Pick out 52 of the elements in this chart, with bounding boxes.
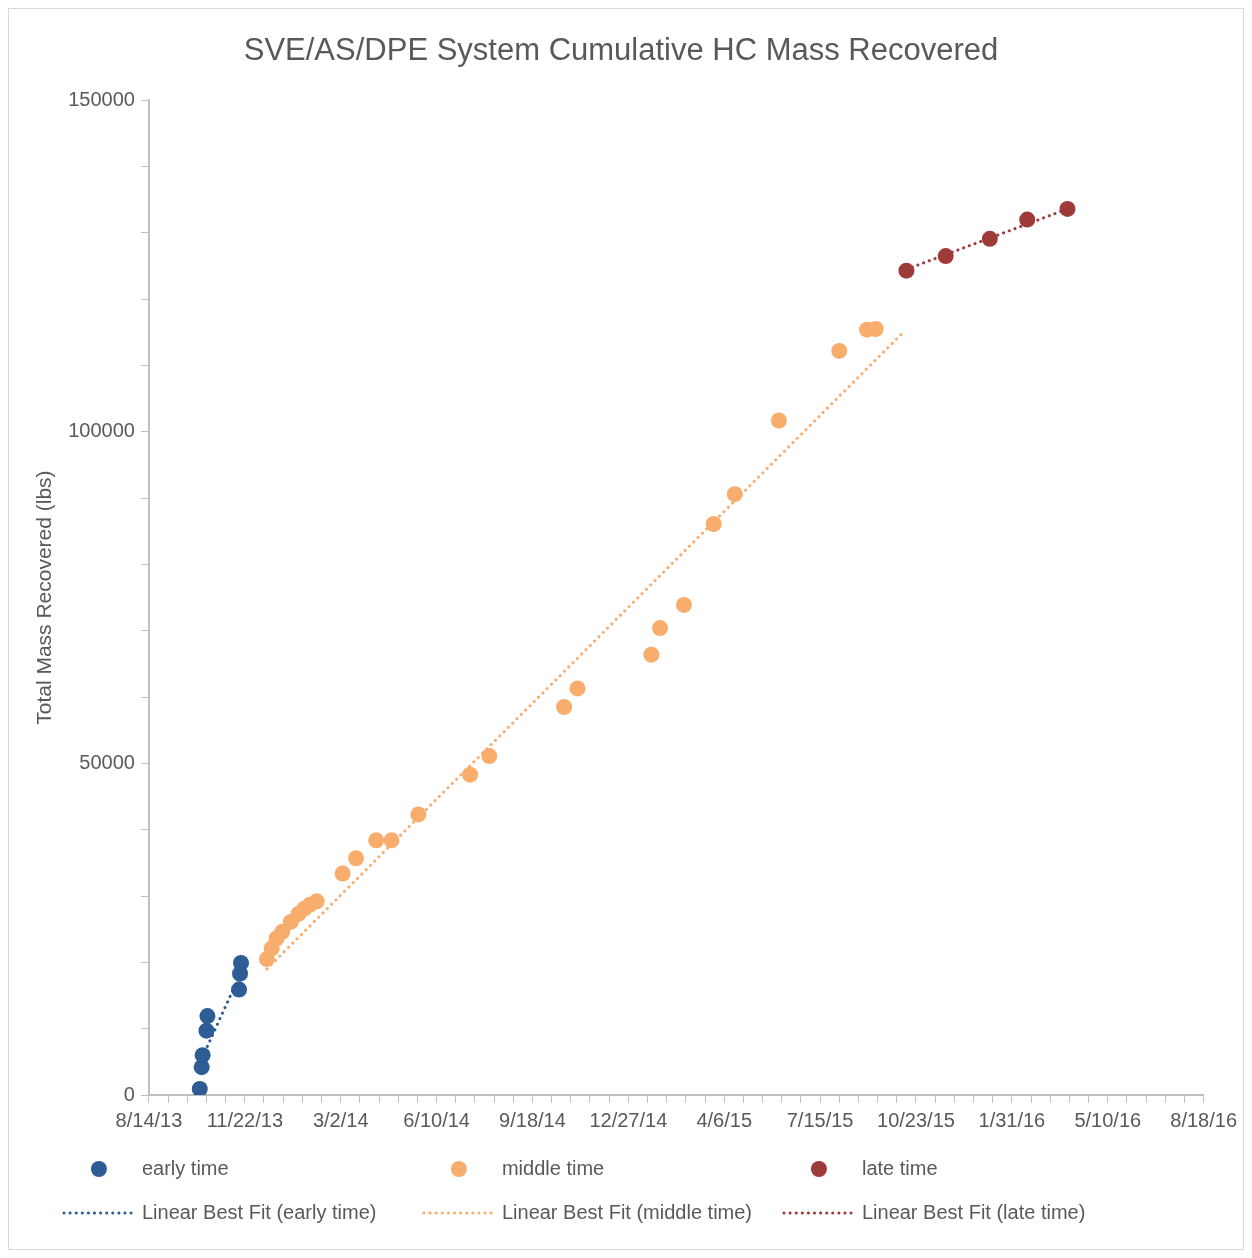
y-tick-label: 150000	[68, 87, 135, 110]
x-tick-label: 6/10/14	[403, 1108, 470, 1131]
point	[231, 981, 248, 998]
legend-label: Linear Best Fit (early time)	[141, 1200, 377, 1223]
point	[937, 248, 954, 265]
point	[481, 748, 498, 765]
point	[651, 620, 668, 637]
x-tick-label: 4/6/15	[696, 1108, 753, 1131]
point	[348, 850, 365, 867]
x-tick-label: 8/14/13	[115, 1108, 183, 1131]
point	[675, 596, 692, 613]
x-tick-label: 12/27/14	[589, 1108, 668, 1131]
point	[726, 486, 743, 503]
point	[705, 515, 722, 532]
point	[368, 832, 385, 849]
point	[462, 766, 479, 783]
point	[1019, 211, 1036, 228]
x-tick-label: 1/31/16	[978, 1108, 1046, 1131]
y-tick-label: 0	[123, 1082, 135, 1105]
point	[198, 1022, 215, 1039]
y-axis-title: Total Mass Recovered (lbs)	[32, 470, 56, 725]
legend-label: late time	[861, 1156, 938, 1179]
point	[308, 893, 325, 910]
point	[199, 1008, 216, 1025]
point	[569, 680, 586, 697]
point	[643, 646, 660, 663]
point	[831, 342, 848, 359]
point	[898, 262, 915, 279]
point	[274, 923, 291, 940]
x-tick-label: 10/23/15	[877, 1108, 955, 1131]
x-tick-label: 9/18/14	[499, 1108, 566, 1131]
x-tick-label: 3/2/14	[312, 1108, 369, 1131]
y-tick-label: 50000	[79, 750, 135, 773]
point	[770, 412, 787, 429]
x-tick-label: 5/10/16	[1074, 1108, 1142, 1131]
y-tick-label: 100000	[68, 419, 135, 442]
legend-label: early time	[141, 1156, 229, 1179]
point	[191, 1081, 208, 1095]
point	[383, 832, 400, 849]
point	[334, 865, 351, 882]
point	[981, 230, 998, 247]
x-tick-label: 11/22/13	[206, 1108, 284, 1131]
x-tick-label: 8/18/16	[1170, 1108, 1237, 1131]
legend-label: Linear Best Fit (late time)	[861, 1200, 1086, 1223]
legend-label: Linear Best Fit (middle time)	[501, 1200, 753, 1223]
chart-title: SVE/AS/DPE System Cumulative HC Mass Recovered	[243, 32, 999, 68]
point	[556, 699, 573, 716]
point	[410, 806, 427, 823]
point	[194, 1047, 211, 1064]
x-tick-label: 7/15/15	[786, 1108, 854, 1131]
point	[1059, 200, 1076, 217]
legend-label: middle time	[501, 1156, 605, 1179]
